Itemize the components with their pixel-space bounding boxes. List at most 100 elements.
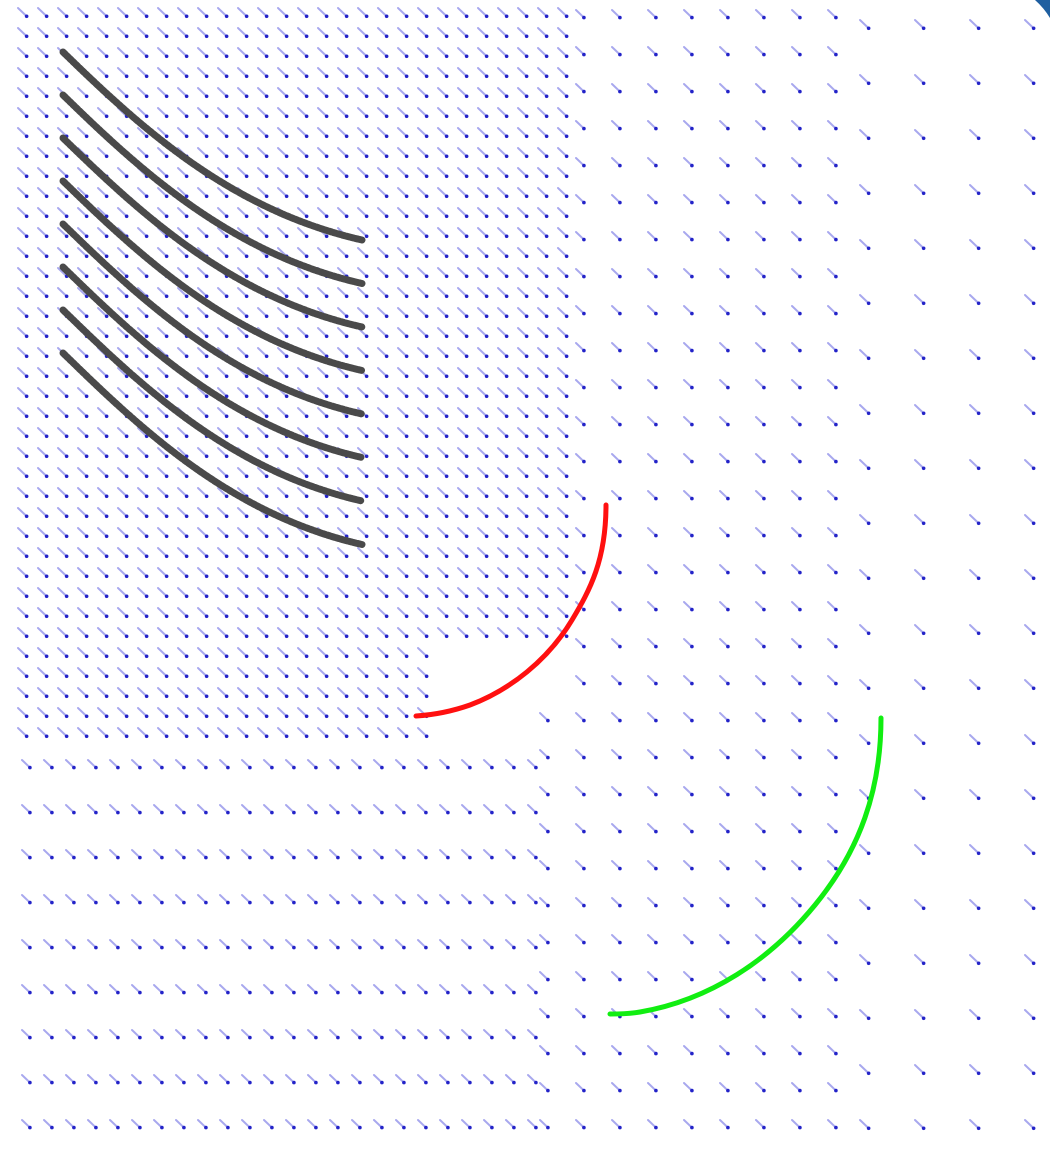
- field-arrow: [791, 342, 802, 353]
- field-arrow: [683, 1008, 694, 1019]
- field-arrow: [277, 727, 289, 739]
- field-arrow: [217, 67, 229, 79]
- field-arrow: [43, 939, 54, 950]
- field-arrow: [537, 627, 549, 639]
- field-arrow: [647, 157, 658, 168]
- field-arrow: [87, 759, 98, 770]
- field-arrow: [457, 107, 469, 119]
- field-arrow: [277, 107, 289, 119]
- field-arrow: [263, 939, 274, 950]
- field-arrow: [575, 120, 586, 131]
- field-arrow: [575, 1008, 586, 1019]
- field-arrow: [237, 607, 249, 619]
- field-arrow: [77, 507, 89, 519]
- field-arrow: [417, 647, 429, 659]
- field-arrow: [109, 759, 120, 770]
- field-arrow: [791, 1045, 802, 1056]
- field-arrow: [197, 984, 208, 995]
- field-arrow: [647, 1119, 658, 1130]
- field-arrow: [497, 607, 509, 619]
- field-arrow: [791, 527, 802, 538]
- field-arrow: [417, 47, 429, 59]
- field-arrow: [791, 897, 802, 908]
- field-arrow: [237, 707, 249, 719]
- field-arrow: [77, 207, 89, 219]
- field-arrow: [859, 899, 871, 911]
- field-arrow: [557, 147, 569, 159]
- field-arrow: [719, 786, 730, 797]
- field-arrow: [377, 727, 389, 739]
- field-arrow: [611, 1082, 622, 1093]
- field-arrow: [791, 786, 802, 797]
- field-arrow: [537, 427, 549, 439]
- field-arrow: [505, 759, 516, 770]
- field-arrow: [417, 804, 428, 815]
- field-arrow: [611, 83, 622, 94]
- field-arrow: [377, 67, 389, 79]
- field-arrow: [1024, 844, 1036, 856]
- field-arrow: [719, 712, 730, 723]
- field-arrow: [457, 547, 469, 559]
- field-arrow: [117, 607, 129, 619]
- field-arrow: [477, 467, 489, 479]
- field-arrow: [37, 487, 49, 499]
- field-arrow: [611, 231, 622, 242]
- field-arrow: [357, 627, 369, 639]
- field-arrow: [517, 387, 529, 399]
- field-arrow: [217, 487, 229, 499]
- field-arrow: [755, 416, 766, 427]
- field-arrow: [317, 447, 329, 459]
- field-arrow: [137, 87, 149, 99]
- field-arrow: [285, 894, 296, 905]
- field-arrow: [395, 939, 406, 950]
- field-arrow: [217, 287, 229, 299]
- field-arrow: [397, 527, 409, 539]
- field-arrow: [859, 954, 871, 966]
- field-arrow: [137, 187, 149, 199]
- field-arrow: [719, 1045, 730, 1056]
- field-arrow: [153, 759, 164, 770]
- field-arrow: [241, 1119, 252, 1130]
- field-arrow: [377, 707, 389, 719]
- field-arrow: [755, 342, 766, 353]
- field-arrow: [377, 307, 389, 319]
- field-arrow: [137, 647, 149, 659]
- field-arrow: [263, 984, 274, 995]
- field-arrow: [197, 759, 208, 770]
- field-arrow: [755, 1082, 766, 1093]
- field-arrow: [439, 1074, 450, 1085]
- field-arrow: [177, 67, 189, 79]
- field-arrow: [131, 939, 142, 950]
- field-arrow: [307, 1119, 318, 1130]
- field-arrow: [827, 897, 838, 908]
- field-arrow: [719, 305, 730, 316]
- field-arrow: [337, 107, 349, 119]
- field-arrow: [37, 187, 49, 199]
- field-arrow: [719, 83, 730, 94]
- streamline-group: [59, 48, 366, 548]
- field-arrow: [397, 687, 409, 699]
- field-arrow: [647, 860, 658, 871]
- field-arrow: [497, 367, 509, 379]
- field-arrow: [277, 267, 289, 279]
- field-arrow: [77, 687, 89, 699]
- field-arrow: [117, 467, 129, 479]
- field-arrow: [97, 667, 109, 679]
- field-arrow: [517, 67, 529, 79]
- field-arrow: [517, 287, 529, 299]
- field-arrow: [457, 127, 469, 139]
- field-arrow: [17, 587, 29, 599]
- field-arrow: [337, 247, 349, 259]
- field-arrow: [137, 667, 149, 679]
- field-arrow: [827, 416, 838, 427]
- field-arrow: [461, 1074, 472, 1085]
- field-arrow: [377, 247, 389, 259]
- field-arrow: [317, 407, 329, 419]
- field-arrow: [557, 547, 569, 559]
- field-arrow: [417, 167, 429, 179]
- field-arrow: [17, 247, 29, 259]
- field-arrow: [477, 7, 489, 19]
- field-arrow: [257, 87, 269, 99]
- field-arrow: [417, 759, 428, 770]
- field-arrow: [175, 1029, 186, 1040]
